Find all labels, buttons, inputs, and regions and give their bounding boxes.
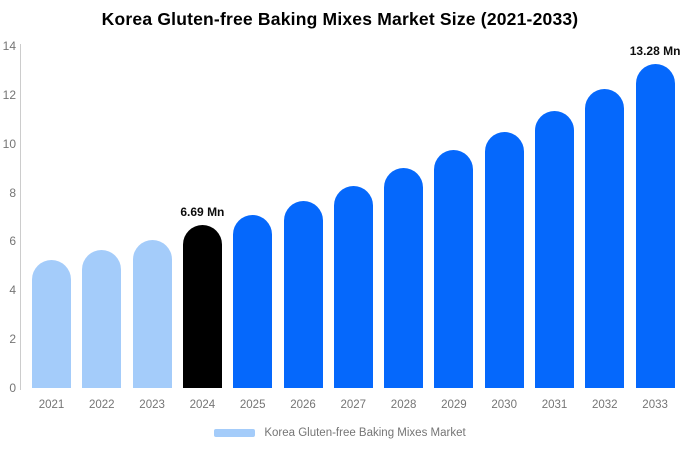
x-tick-label-2024: 2024 <box>189 399 216 411</box>
y-axis: 0 2 4 6 8 10 12 14 <box>0 39 16 395</box>
y-tick-label-10: 10 <box>2 136 16 151</box>
bar-2033[interactable] <box>635 63 675 388</box>
y-tick-label-14: 14 <box>2 39 16 53</box>
x-tick-label-2029: 2029 <box>441 399 467 411</box>
x-tick-label-2030: 2030 <box>491 399 517 411</box>
bar-2032[interactable] <box>585 88 625 388</box>
x-tick-label-2026: 2026 <box>290 399 316 411</box>
legend[interactable]: Korea Gluten-free Baking Mixes Market <box>0 427 680 439</box>
plot-area: 2021 2022 2023 2024 2025 2026 2027 2028 2029 2030… <box>21 43 680 411</box>
bar-2024[interactable] <box>182 224 222 388</box>
bar-2029[interactable] <box>434 149 474 388</box>
bar-2022[interactable] <box>82 249 122 388</box>
x-tick-label-2032: 2032 <box>592 399 618 411</box>
y-tick-label-6: 6 <box>9 234 16 249</box>
y-tick-label-0: 0 <box>9 381 16 395</box>
x-tick-label-2027: 2027 <box>340 399 367 411</box>
bar-2021[interactable] <box>32 259 71 388</box>
x-tick-label-2028: 2028 <box>390 399 417 411</box>
bar-2025[interactable] <box>233 214 273 388</box>
x-tick-label-2025: 2025 <box>239 399 266 411</box>
y-tick-label-4: 4 <box>9 283 16 298</box>
x-tick-label-2031: 2031 <box>541 399 568 411</box>
bar-2031[interactable] <box>535 110 574 388</box>
legend-label: Korea Gluten-free Baking Mixes Market <box>264 427 466 439</box>
bar-2027[interactable] <box>333 186 373 388</box>
y-tick-label-8: 8 <box>9 185 16 200</box>
y-tick-label-12: 12 <box>2 87 16 102</box>
y-tick-label-2: 2 <box>9 332 16 347</box>
legend-swatch-icon <box>214 429 256 437</box>
chart-title: Korea Gluten-free Baking Mixes Market Si… <box>101 9 579 29</box>
bar-2028[interactable] <box>384 168 424 388</box>
x-tick-label-2033: 2033 <box>642 399 668 411</box>
y-axis-line <box>20 44 21 390</box>
bar-2026[interactable] <box>283 201 323 388</box>
x-tick-label-2021: 2021 <box>38 399 65 411</box>
bar-2023[interactable] <box>132 240 172 388</box>
x-tick-label-2022: 2022 <box>89 399 115 411</box>
x-tick-label-2023: 2023 <box>139 399 165 411</box>
value-label-2024: 6.69 Mn <box>180 204 225 219</box>
bar-2030[interactable] <box>484 131 524 388</box>
value-label-2033: 13.28 Mn <box>629 43 680 58</box>
